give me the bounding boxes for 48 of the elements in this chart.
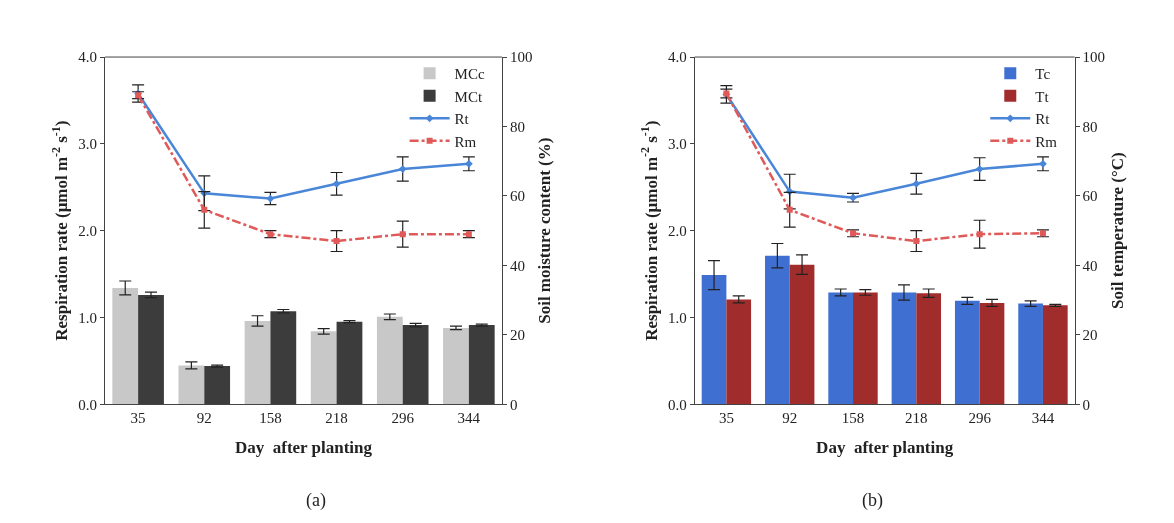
y-tick-label: 1.0 <box>667 309 687 326</box>
y2-tick-label: 40 <box>1082 257 1098 274</box>
legend-label: Tt <box>1035 88 1050 105</box>
y2-tick-label: 60 <box>1082 188 1098 205</box>
x-tick-label: 296 <box>391 410 415 427</box>
y2-axis-title: Soil moisture content (%) <box>534 137 554 324</box>
legend-label: Tc <box>1035 66 1051 83</box>
text: (a) <box>306 490 326 511</box>
y-tick-label: 4.0 <box>78 49 98 66</box>
y-tick-label: 0.0 <box>78 396 98 413</box>
y-tick-label: 3.0 <box>667 136 687 153</box>
legend-label: MCt <box>454 88 483 105</box>
x-tick-label: 35 <box>130 410 146 427</box>
x-tick-label: 158 <box>259 410 282 427</box>
x-tick-label: 344 <box>457 410 481 427</box>
x-axis-title: Day after planting <box>816 437 954 457</box>
y2-axis-title: Soil temperature (°C) <box>1107 152 1127 309</box>
x-tick-label: 92 <box>782 410 798 427</box>
y-tick-label: 0.0 <box>667 396 687 413</box>
y2-tick-label: 20 <box>1082 327 1098 344</box>
y2-tick-label: 60 <box>509 188 525 205</box>
y2-tick-label: 40 <box>509 257 525 274</box>
y-tick-label: 4.0 <box>667 49 687 66</box>
y-tick-label: 1.0 <box>78 309 98 326</box>
y-tick-label: 3.0 <box>78 136 98 153</box>
y2-tick-label: 80 <box>1082 118 1098 135</box>
y2-tick-label: 0 <box>1082 396 1091 413</box>
y2-tick-label: 100 <box>509 49 533 66</box>
y-tick-label: 2.0 <box>667 222 687 239</box>
x-tick-label: 218 <box>905 410 928 427</box>
x-axis-title: Day after planting <box>234 437 373 457</box>
y2-tick-label: 20 <box>509 327 525 344</box>
text: (b) <box>862 490 883 511</box>
x-tick-label: 35 <box>718 410 734 427</box>
y2-tick-label: 100 <box>1082 49 1106 66</box>
x-tick-label: 92 <box>196 410 212 427</box>
x-tick-label: 158 <box>841 410 865 427</box>
legend-label: Rm <box>1035 133 1058 150</box>
legend-label: Rm <box>454 133 477 150</box>
legend-label: Rt <box>1035 111 1051 128</box>
x-tick-label: 344 <box>1031 410 1055 427</box>
x-tick-label: 296 <box>968 410 992 427</box>
y2-tick-label: 0 <box>509 396 518 413</box>
y2-tick-label: 80 <box>509 118 525 135</box>
x-tick-label: 218 <box>325 410 348 427</box>
legend-label: Rt <box>454 111 470 128</box>
legend-label: MCc <box>454 66 485 83</box>
y-tick-label: 2.0 <box>78 222 98 239</box>
